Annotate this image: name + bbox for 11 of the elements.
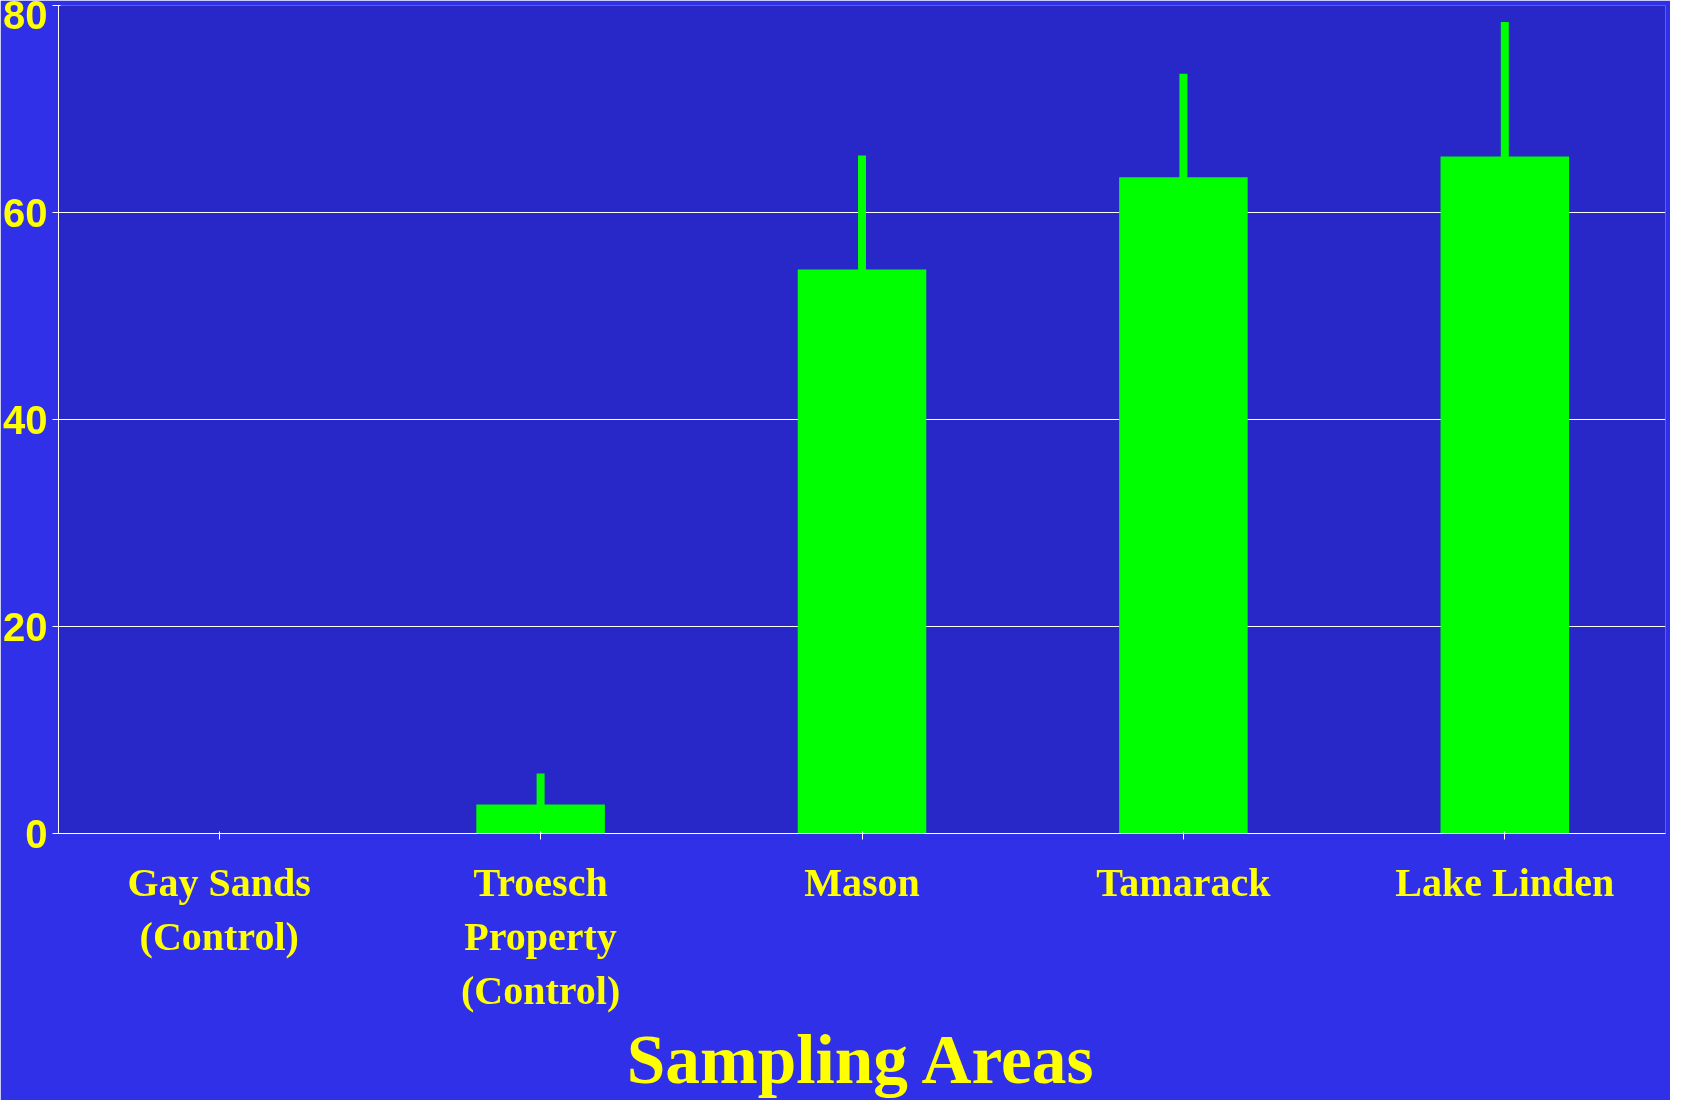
x-tick-label: Mason — [804, 859, 920, 905]
x-tick-label: Troesch Property (Control) — [460, 859, 621, 1013]
x-tick-label: Lake Linden — [1395, 859, 1615, 905]
x-tick-label: Gay Sands (Control) — [127, 859, 311, 959]
y-tick-label: 0 — [25, 811, 48, 856]
x-axis-title: Sampling Areas — [626, 1020, 1094, 1098]
y-tick-label: 60 — [3, 190, 48, 235]
x-tick-label: Tamarack — [1096, 859, 1272, 905]
y-tick-label: 20 — [3, 604, 48, 649]
y-tick-label: 80 — [3, 0, 48, 37]
y-tick-label: 40 — [3, 397, 48, 442]
